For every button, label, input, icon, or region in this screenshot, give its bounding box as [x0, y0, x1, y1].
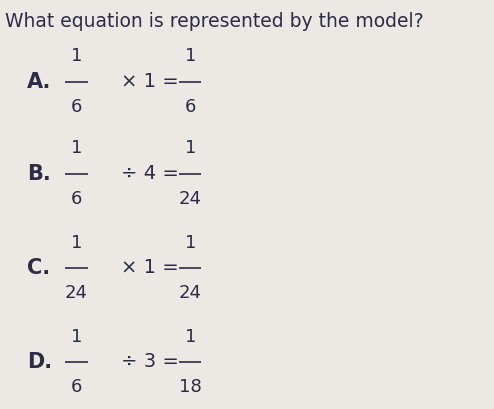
Text: 6: 6 [184, 98, 196, 116]
Text: 1: 1 [184, 47, 196, 65]
Text: × 1 =: × 1 = [121, 72, 179, 91]
Text: 1: 1 [184, 139, 196, 157]
Text: 1: 1 [71, 47, 82, 65]
Text: C.: C. [27, 258, 50, 278]
Text: D.: D. [27, 352, 52, 372]
Text: 24: 24 [179, 284, 202, 302]
Text: 1: 1 [184, 328, 196, 346]
Text: ÷ 3 =: ÷ 3 = [121, 353, 179, 371]
Text: 24: 24 [65, 284, 88, 302]
Text: 1: 1 [71, 328, 82, 346]
Text: 24: 24 [179, 190, 202, 208]
Text: × 1 =: × 1 = [121, 258, 179, 277]
Text: 18: 18 [179, 378, 202, 396]
Text: B.: B. [27, 164, 51, 184]
Text: A.: A. [27, 72, 51, 92]
Text: 6: 6 [71, 98, 82, 116]
Text: ÷ 4 =: ÷ 4 = [121, 164, 179, 183]
Text: 1: 1 [184, 234, 196, 252]
Text: 1: 1 [71, 139, 82, 157]
Text: 1: 1 [71, 234, 82, 252]
Text: 6: 6 [71, 190, 82, 208]
Text: What equation is represented by the model?: What equation is represented by the mode… [5, 12, 423, 31]
Text: 6: 6 [71, 378, 82, 396]
